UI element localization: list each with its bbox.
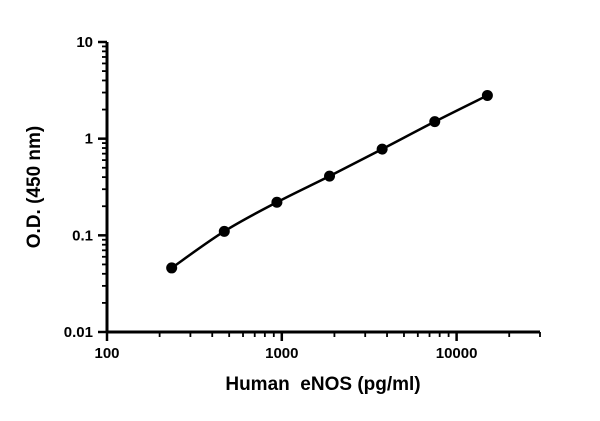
axes-layer: [105, 42, 540, 334]
x-axis-title: Human eNOS (pg/ml): [225, 374, 420, 395]
x-tick-label: 10000: [436, 345, 478, 362]
data-point-marker: [481, 89, 493, 101]
tick-labels-layer: 100 1000 10000 0.01 0.1 1 10: [64, 34, 478, 362]
data-point-marker: [166, 262, 178, 274]
data-series-layer: [166, 89, 493, 274]
y-tick-label: 0.1: [72, 227, 93, 244]
y-axis-title: O.D. (450 nm): [24, 126, 45, 248]
x-tick-label: 1000: [265, 345, 298, 362]
data-point-marker: [429, 116, 441, 128]
y-tick-label: 1: [85, 131, 93, 148]
y-tick-label: 0.01: [64, 324, 93, 341]
data-point-marker: [324, 170, 336, 182]
data-point-marker: [376, 143, 388, 155]
data-point-marker: [271, 196, 283, 208]
y-tick-label: 10: [76, 34, 93, 51]
x-tick-label: 100: [94, 345, 119, 362]
tick-marks-layer: [98, 40, 541, 341]
data-point-marker: [218, 225, 230, 237]
